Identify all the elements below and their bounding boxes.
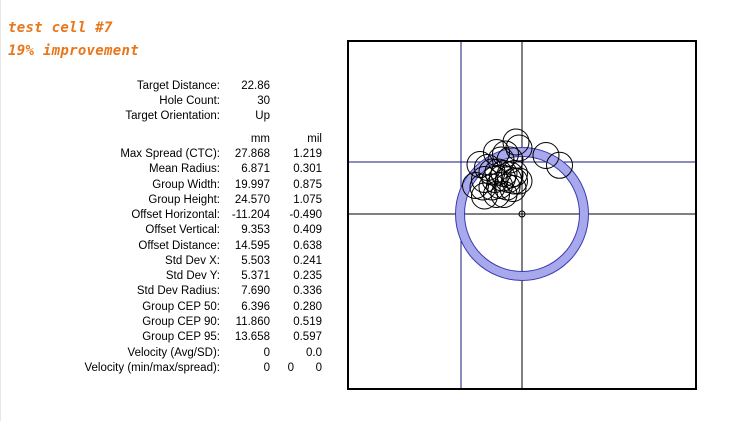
stat-label: Mean Radius: [149, 163, 220, 176]
stat-label: Std Dev Radius: [136, 285, 220, 298]
info-row-hole-count: Hole Count: 30 [0, 94, 325, 109]
stat-row: Std Dev Radius: 7.690 0.336 [0, 284, 325, 299]
stat-row: Offset Horizontal: -11.204 -0.490 [0, 208, 325, 223]
stat-mm-value: 9.353 [241, 224, 270, 237]
stat-label: Offset Vertical: [145, 224, 220, 237]
stat-mil-value: 0.336 [293, 285, 322, 298]
stat-label: Group CEP 90: [142, 315, 220, 328]
stat-mil-value: 0.280 [293, 300, 322, 313]
aim-point-marker [518, 210, 526, 218]
bullet-hole [546, 151, 573, 179]
stat-label: Offset Horizontal: [131, 209, 220, 221]
velocity-max-value: 0 [287, 362, 294, 374]
bullet-hole [505, 167, 533, 195]
stat-label: Max Spread (CTC): [120, 148, 220, 160]
info-row-target-orientation: Target Orientation: Up [0, 109, 325, 124]
unit-mm: mm [250, 133, 270, 145]
info-value: 22.86 [241, 80, 270, 92]
velocity-spread-value: 0 [315, 362, 322, 374]
group-size-ring [455, 147, 589, 281]
unit-mil: mil [307, 133, 322, 145]
stat-mil-value: 1.219 [293, 148, 322, 160]
stat-mil-value: 0.597 [293, 331, 322, 343]
stat-mm-value: 27.868 [234, 148, 270, 160]
velocity-minmax-row: Velocity (min/max/spread): 0 0 0 [0, 361, 325, 376]
stat-row: Group CEP 95: 13.658 0.597 [0, 330, 325, 345]
stat-row: Mean Radius: 6.871 0.301 [0, 162, 325, 177]
stat-row: Group CEP 90: 11.860 0.519 [0, 315, 325, 330]
stat-mm-value: 6.871 [241, 163, 270, 176]
stat-mm-value: 11.860 [235, 315, 270, 328]
bullet-hole [471, 182, 498, 210]
stat-mil-value: 0.519 [293, 315, 322, 328]
stat-mm-value: 14.595 [234, 239, 270, 252]
velocity-avg-row: Velocity (Avg/SD): 0 0.0 [0, 346, 325, 361]
stat-mil-value: 0.638 [293, 239, 322, 252]
note-test-cell: test cell #7 [8, 20, 113, 36]
info-value: Up [255, 110, 270, 122]
bullet-hole [499, 175, 527, 202]
stat-mm-value: 5.503 [241, 254, 270, 267]
stat-mil-value: 0.301 [293, 163, 322, 176]
stat-mm-value: 19.997 [234, 178, 270, 191]
stat-mm-value: 13.658 [234, 331, 270, 343]
bullet-hole [483, 139, 510, 166]
info-value: 30 [257, 95, 270, 107]
stat-mm-value: 5.371 [241, 270, 270, 282]
stat-label: Std Dev Y: [165, 270, 220, 282]
stat-label: Group Width: [152, 178, 220, 191]
stat-mil-value: 0.875 [293, 178, 322, 191]
bullet-hole [469, 173, 497, 201]
stat-label: Group CEP 95: [142, 331, 220, 343]
stat-label: Group CEP 50: [142, 300, 220, 313]
left-edge-line [0, 0, 1, 421]
note-improvement: 19% improvement [8, 43, 139, 59]
stat-row: Std Dev Y: 5.371 0.235 [0, 269, 325, 284]
stat-row: Offset Distance: 14.595 0.638 [0, 239, 325, 254]
stat-row: Group CEP 50: 6.396 0.280 [0, 300, 325, 315]
group-size-ring-outer-edge [455, 147, 589, 281]
velocity-minmax-label: Velocity (min/max/spread): [84, 362, 221, 374]
stat-row: Group Height: 24.570 1.075 [0, 193, 325, 208]
velocity-min-value: 0 [263, 362, 270, 374]
stat-mil-value: 0.235 [293, 270, 322, 282]
stat-label: Offset Distance: [138, 239, 220, 252]
info-label: Target Orientation: [125, 110, 220, 122]
bullet-hole [471, 166, 498, 193]
holes-layer [462, 128, 573, 210]
stat-mm-value: -11.204 [231, 209, 270, 221]
velocity-avg-label: Velocity (Avg/SD): [127, 347, 220, 359]
units-header: mm mil [0, 132, 325, 147]
stat-row: Group Width: 19.997 0.875 [0, 178, 325, 193]
stat-row: Offset Vertical: 9.353 0.409 [0, 223, 325, 238]
stat-mil-value: 0.409 [293, 224, 322, 237]
bullet-hole [490, 181, 518, 208]
stat-label: Group Height: [148, 193, 220, 206]
stat-mm-value: 24.570 [234, 193, 270, 206]
bullet-hole [532, 142, 560, 169]
bullet-hole [483, 181, 510, 208]
bullet-hole [501, 167, 528, 195]
info-label: Hole Count: [159, 95, 220, 107]
stat-mil-value: -0.490 [289, 209, 322, 221]
bullet-hole [462, 172, 489, 199]
stat-label: Std Dev X: [165, 254, 220, 267]
bullet-hole [489, 164, 516, 192]
info-label: Target Distance: [136, 80, 220, 92]
stat-mil-value: 1.075 [293, 193, 322, 206]
stat-mil-value: 0.241 [293, 254, 322, 267]
stat-mm-value: 7.690 [241, 285, 270, 298]
stat-row: Max Spread (CTC): 27.868 1.219 [0, 147, 325, 162]
info-row-target-distance: Target Distance: 22.86 [0, 79, 325, 94]
stat-mm-value: 6.396 [241, 300, 270, 313]
stat-row: Std Dev X: 5.503 0.241 [0, 254, 325, 269]
velocity-sd-value: 0.0 [306, 347, 322, 359]
velocity-avg-value: 0 [263, 347, 270, 359]
group-size-ring-inner-edge [464, 156, 580, 272]
bullet-hole [502, 128, 530, 156]
